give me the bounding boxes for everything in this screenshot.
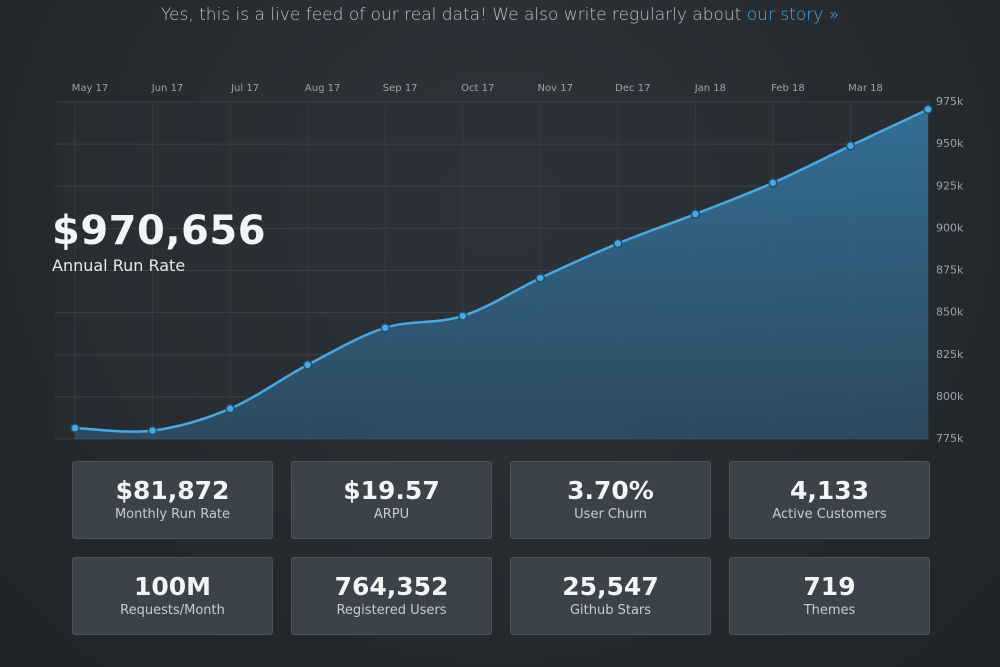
x-tick-label: Oct 17 (461, 83, 494, 94)
stat-label: Github Stars (569, 603, 652, 618)
x-tick-label: May 17 (72, 83, 109, 94)
stat-card: 100M Requests/Month (72, 557, 273, 635)
x-tick-label: Jun 17 (151, 83, 184, 94)
header-text: Yes, this is a live feed of our real dat… (160, 5, 742, 25)
stat-card: $19.57 ARPU (291, 461, 492, 539)
x-tick-label: Aug 17 (305, 83, 340, 94)
point (70, 423, 80, 433)
stat-card: 719 Themes (729, 557, 930, 635)
stat-label: Monthly Run Rate (114, 507, 231, 522)
story-link[interactable]: our story » (746, 5, 840, 25)
y-tick-label: 800k (936, 390, 964, 403)
stat-label: Requests/Month (120, 603, 225, 618)
headline: $970,656 Annual Run Rate (52, 208, 266, 275)
stat-value: 3.70% (567, 476, 654, 505)
stat-label: Active Customers (772, 507, 887, 522)
point (147, 425, 158, 436)
stat-card: 3.70% User Churn (510, 461, 711, 539)
stat-label: ARPU (373, 507, 410, 522)
header: Yes, this is a live feed of our real dat… (0, 5, 1000, 25)
headline-label: Annual Run Rate (52, 256, 186, 275)
point (768, 178, 778, 188)
x-tick-label: Mar 18 (848, 83, 883, 94)
x-tick-label: Nov 17 (538, 83, 573, 94)
stat-label: Themes (803, 603, 856, 618)
y-tick-label: 975k (936, 95, 964, 108)
stat-card: 764,352 Registered Users (291, 557, 492, 635)
point (225, 403, 235, 414)
point (302, 360, 313, 370)
stat-card: $81,872 Monthly Run Rate (72, 461, 273, 539)
stat-card: 4,133 Active Customers (729, 461, 930, 539)
x-tick-label: Jan 18 (694, 83, 726, 94)
stat-value: 4,133 (789, 476, 870, 505)
stat-value: $81,872 (115, 476, 230, 505)
stat-cards: $81,872 Monthly Run Rate $19.57 ARPU 3.70% Us… (72, 461, 930, 635)
stat-value: 25,547 (562, 572, 659, 601)
x-tick-label: Feb 18 (771, 83, 805, 94)
point (535, 273, 546, 283)
y-tick-label: 925k (936, 179, 964, 192)
point (923, 104, 933, 115)
point (457, 311, 468, 321)
y-tick-label: 900k (936, 221, 964, 234)
point (690, 209, 701, 219)
stat-value: 719 (803, 572, 856, 601)
stat-value: 764,352 (334, 572, 449, 601)
area (75, 109, 928, 439)
x-tick-label: Sep 17 (383, 83, 418, 94)
y-tick-label: 950k (936, 137, 964, 150)
y-tick-label: 875k (936, 264, 964, 277)
point (613, 238, 623, 249)
stat-value: $19.57 (343, 476, 440, 505)
stat-value: 100M (133, 572, 212, 601)
y-tick-label: 775k (936, 432, 964, 445)
y-tick-label: 825k (936, 348, 964, 361)
x-tick-label: Dec 17 (615, 83, 650, 94)
headline-value: $970,656 (52, 208, 267, 254)
point (845, 141, 856, 151)
stat-label: User Churn (574, 507, 647, 522)
stat-card: 25,547 Github Stars (510, 557, 711, 635)
x-tick-label: Jul 17 (230, 83, 259, 94)
point (380, 323, 390, 333)
y-tick-label: 850k (936, 306, 964, 319)
stat-label: Registered Users (336, 603, 447, 618)
